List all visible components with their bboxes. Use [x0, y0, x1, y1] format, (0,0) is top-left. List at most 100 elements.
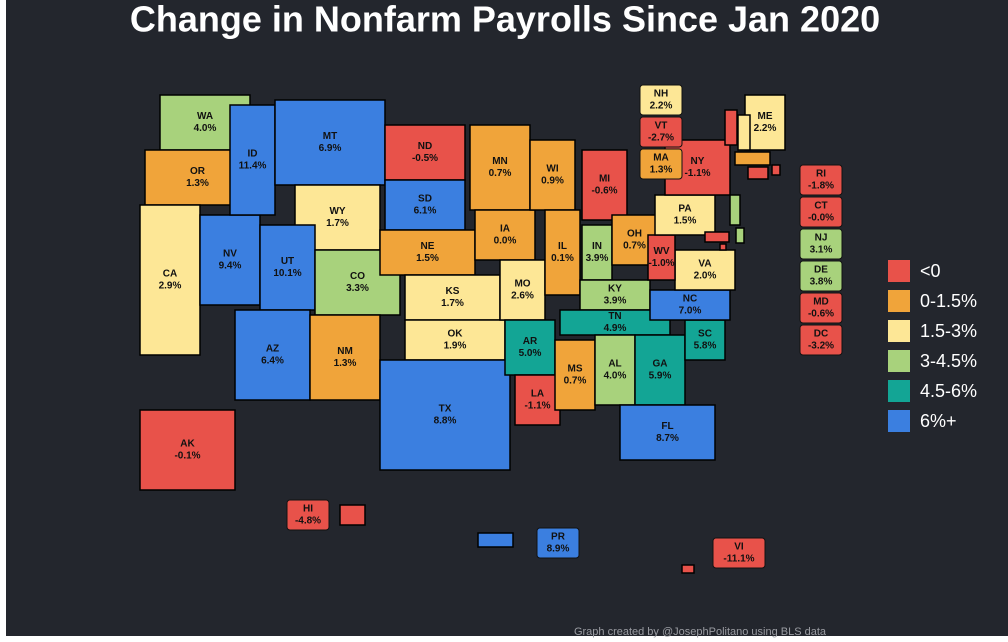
state-abbr: OR — [190, 166, 206, 177]
state-value: -1.1% — [684, 168, 710, 179]
state — [647, 234, 676, 281]
state — [674, 249, 736, 291]
state-value: 1.7% — [326, 218, 349, 229]
legend-label: 1.5-3% — [920, 321, 977, 341]
state-value: 6.1% — [414, 206, 437, 217]
state-abbr: AL — [608, 359, 621, 370]
state-value: 1.3% — [650, 165, 673, 176]
state-value: 2.6% — [511, 291, 534, 302]
state-abbr: UT — [281, 256, 294, 267]
state-value: 1.5% — [674, 216, 697, 227]
state-abbr: DC — [814, 329, 828, 340]
state-value: 0.1% — [551, 253, 574, 264]
state-abbr: MS — [568, 364, 583, 375]
state-abbr: NM — [337, 346, 353, 357]
state-value: 6.4% — [261, 356, 284, 367]
state-abbr: VA — [698, 259, 711, 270]
state-value: 3.1% — [810, 245, 833, 256]
legend-label: <0 — [920, 261, 941, 281]
state-abbr: DE — [814, 265, 828, 276]
callout-box — [799, 228, 843, 260]
state — [384, 124, 466, 181]
state-abbr: TX — [439, 404, 452, 415]
state-value: 6.9% — [319, 143, 342, 154]
state-abbr: MT — [323, 131, 337, 142]
state-value: 1.7% — [441, 298, 464, 309]
callout-box — [286, 499, 330, 531]
state-value: 8.9% — [547, 544, 570, 555]
state-abbr: PR — [551, 532, 566, 543]
legend-swatch — [888, 410, 910, 432]
state-abbr: NE — [421, 241, 435, 252]
callout-box — [639, 148, 683, 180]
state-abbr: OK — [448, 329, 464, 340]
state — [379, 229, 476, 276]
legend-swatch — [888, 260, 910, 282]
state-value: 7.0% — [679, 306, 702, 317]
state-value: -11.1% — [723, 554, 754, 565]
state — [544, 209, 581, 296]
state — [514, 374, 561, 426]
state-abbr: WV — [653, 246, 669, 257]
state-abbr: CO — [350, 271, 365, 282]
callout-box — [536, 527, 580, 559]
state-abbr: LA — [531, 389, 544, 400]
state-value: -0.5% — [412, 153, 438, 164]
state-abbr: WY — [329, 206, 345, 217]
state — [735, 227, 745, 244]
state-value: -0.0% — [808, 213, 834, 224]
state-abbr: FL — [661, 421, 673, 432]
state — [747, 166, 769, 180]
map-title: Change in Nonfarm Payrolls Since Jan 202… — [130, 0, 880, 40]
state-value: 5.8% — [694, 341, 717, 352]
state — [719, 243, 727, 251]
state — [477, 532, 514, 548]
state — [404, 274, 501, 321]
state-value: 1.9% — [444, 341, 467, 352]
state-abbr: HI — [303, 504, 313, 515]
state — [469, 124, 531, 211]
state-abbr: VT — [655, 121, 668, 132]
state — [234, 309, 311, 401]
state — [139, 204, 201, 356]
state — [654, 194, 716, 236]
state-value: -4.8% — [295, 516, 321, 527]
state-abbr: ME — [758, 111, 773, 122]
state-value: 4.9% — [604, 323, 627, 334]
state — [737, 114, 751, 151]
state — [729, 194, 741, 226]
state-abbr: MA — [653, 153, 669, 164]
state-abbr: IA — [500, 224, 510, 235]
callout-box — [639, 84, 683, 116]
state — [704, 231, 730, 243]
state — [734, 151, 771, 166]
state-abbr: TN — [608, 311, 621, 322]
state — [314, 249, 401, 316]
state-abbr: WI — [546, 164, 558, 175]
legend-label: 4.5-6% — [920, 381, 977, 401]
state-value: 8.7% — [656, 433, 679, 444]
legend-label: 3-4.5% — [920, 351, 977, 371]
state-value: 4.0% — [604, 371, 627, 382]
state-abbr: MI — [599, 174, 610, 185]
state-value: 0.7% — [489, 168, 512, 179]
state — [594, 334, 636, 406]
state-abbr: ID — [248, 149, 258, 160]
state-value: 3.9% — [586, 253, 609, 264]
state — [339, 504, 366, 526]
state-value: -0.6% — [591, 186, 617, 197]
state — [309, 314, 381, 401]
state-value: 1.3% — [186, 178, 209, 189]
state — [474, 209, 536, 261]
callout-box — [799, 164, 843, 196]
state-abbr: VI — [734, 542, 744, 553]
state-value: 10.1% — [273, 268, 301, 279]
state-value: 2.2% — [754, 123, 777, 134]
state-value: 3.3% — [346, 283, 369, 294]
state — [581, 224, 613, 281]
state — [619, 404, 716, 461]
state-abbr: CA — [163, 269, 177, 280]
state — [724, 109, 738, 146]
state-abbr: ND — [418, 141, 432, 152]
